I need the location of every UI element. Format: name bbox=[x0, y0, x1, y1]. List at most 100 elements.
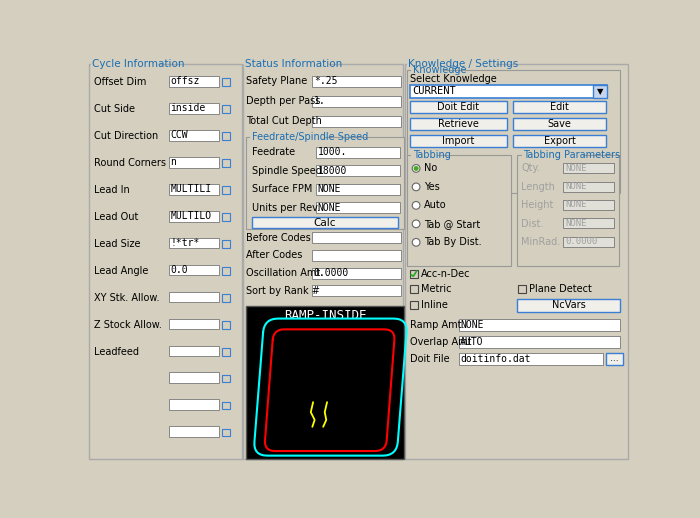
Text: CURRENT: CURRENT bbox=[412, 87, 456, 96]
Text: Knowledge / Settings: Knowledge / Settings bbox=[408, 59, 519, 69]
Text: NONE: NONE bbox=[565, 164, 587, 172]
Text: Safety Plane: Safety Plane bbox=[246, 77, 307, 87]
Text: Before Codes: Before Codes bbox=[246, 233, 311, 243]
Text: offsz: offsz bbox=[170, 77, 199, 87]
Bar bbox=[312, 233, 401, 243]
Bar bbox=[593, 85, 607, 97]
Bar bbox=[407, 154, 512, 266]
Text: !*tr*: !*tr* bbox=[170, 238, 199, 248]
Text: 0.0: 0.0 bbox=[170, 265, 188, 275]
Text: 18000: 18000 bbox=[318, 166, 347, 176]
Text: Tabbing: Tabbing bbox=[413, 150, 451, 160]
Bar bbox=[412, 151, 438, 159]
Bar bbox=[410, 100, 507, 113]
Text: Cut Direction: Cut Direction bbox=[94, 131, 158, 141]
Text: Lead Size: Lead Size bbox=[94, 239, 140, 249]
Text: NONE: NONE bbox=[565, 219, 587, 228]
Bar bbox=[564, 181, 614, 192]
Bar bbox=[410, 285, 418, 293]
Text: Status Information: Status Information bbox=[245, 59, 342, 69]
Bar bbox=[316, 203, 400, 213]
Bar bbox=[223, 240, 230, 248]
Text: After Codes: After Codes bbox=[246, 250, 302, 261]
Bar bbox=[316, 184, 400, 195]
Bar bbox=[223, 348, 230, 355]
Bar bbox=[169, 211, 219, 222]
Bar bbox=[246, 306, 405, 459]
Bar bbox=[519, 285, 526, 293]
Text: Oscillation Amt.: Oscillation Amt. bbox=[246, 268, 323, 278]
Text: Spindle Speed: Spindle Speed bbox=[252, 166, 322, 176]
Text: Doit File: Doit File bbox=[410, 354, 449, 364]
Text: CCW: CCW bbox=[170, 131, 188, 140]
Text: Lead Angle: Lead Angle bbox=[94, 266, 148, 276]
Circle shape bbox=[412, 220, 420, 228]
Text: Yes: Yes bbox=[424, 182, 440, 192]
Text: 1.: 1. bbox=[314, 96, 326, 106]
Text: Auto: Auto bbox=[424, 200, 447, 210]
Text: Cut Side: Cut Side bbox=[94, 104, 134, 114]
Text: AUTO: AUTO bbox=[461, 337, 484, 347]
Bar bbox=[169, 319, 219, 329]
Text: Save: Save bbox=[547, 119, 571, 129]
Bar bbox=[169, 399, 219, 410]
Bar bbox=[169, 103, 219, 114]
Text: Overlap Amt: Overlap Amt bbox=[410, 337, 471, 348]
Bar bbox=[223, 429, 230, 436]
Bar bbox=[169, 426, 219, 437]
Text: Length: Length bbox=[522, 182, 555, 192]
Bar bbox=[513, 135, 606, 147]
Text: Tab @ Start: Tab @ Start bbox=[424, 219, 480, 229]
Bar bbox=[223, 375, 230, 382]
Bar bbox=[410, 270, 418, 278]
Bar bbox=[564, 219, 614, 228]
Text: Plane Detect: Plane Detect bbox=[529, 284, 592, 294]
Bar bbox=[522, 151, 583, 159]
Bar bbox=[410, 135, 507, 147]
Text: Import: Import bbox=[442, 136, 475, 146]
Bar bbox=[412, 67, 444, 74]
Bar bbox=[564, 163, 614, 173]
Circle shape bbox=[412, 202, 420, 209]
Bar bbox=[169, 130, 219, 141]
Circle shape bbox=[414, 166, 419, 170]
Bar bbox=[223, 321, 230, 328]
Text: NcVars: NcVars bbox=[552, 300, 585, 310]
Text: NONE: NONE bbox=[318, 203, 341, 213]
Circle shape bbox=[412, 238, 420, 246]
Bar bbox=[564, 237, 614, 247]
Text: Leadfeed: Leadfeed bbox=[94, 347, 139, 357]
Text: NONE: NONE bbox=[461, 320, 484, 330]
Text: 0.0000: 0.0000 bbox=[314, 268, 349, 278]
Bar bbox=[223, 105, 230, 113]
Text: Round Corners: Round Corners bbox=[94, 158, 166, 168]
Text: Feedrate/Spindle Speed: Feedrate/Spindle Speed bbox=[252, 132, 368, 142]
Bar bbox=[169, 292, 219, 303]
Bar bbox=[223, 78, 230, 86]
Bar bbox=[410, 85, 607, 97]
Text: Height: Height bbox=[522, 200, 554, 210]
Text: 0.0000: 0.0000 bbox=[565, 237, 597, 247]
Text: MinRad.: MinRad. bbox=[522, 237, 561, 247]
Text: Knowledge: Knowledge bbox=[413, 65, 466, 75]
Bar bbox=[90, 61, 160, 67]
Text: Surface FPM: Surface FPM bbox=[252, 184, 312, 194]
Bar bbox=[312, 250, 401, 261]
Bar bbox=[169, 76, 219, 87]
Bar bbox=[169, 238, 219, 249]
Bar bbox=[246, 137, 405, 229]
Bar bbox=[316, 147, 400, 157]
Bar bbox=[458, 353, 603, 365]
Text: Dist.: Dist. bbox=[522, 219, 544, 229]
Bar bbox=[606, 353, 623, 365]
Text: n: n bbox=[170, 157, 176, 167]
Bar bbox=[169, 184, 219, 195]
Text: Cycle Information: Cycle Information bbox=[92, 59, 185, 69]
Bar bbox=[242, 64, 403, 459]
Text: MULTILI: MULTILI bbox=[170, 184, 211, 194]
Bar bbox=[405, 64, 628, 459]
Text: Inline: Inline bbox=[421, 300, 447, 310]
Bar bbox=[407, 70, 620, 193]
Bar bbox=[312, 268, 401, 279]
Bar bbox=[410, 118, 507, 130]
